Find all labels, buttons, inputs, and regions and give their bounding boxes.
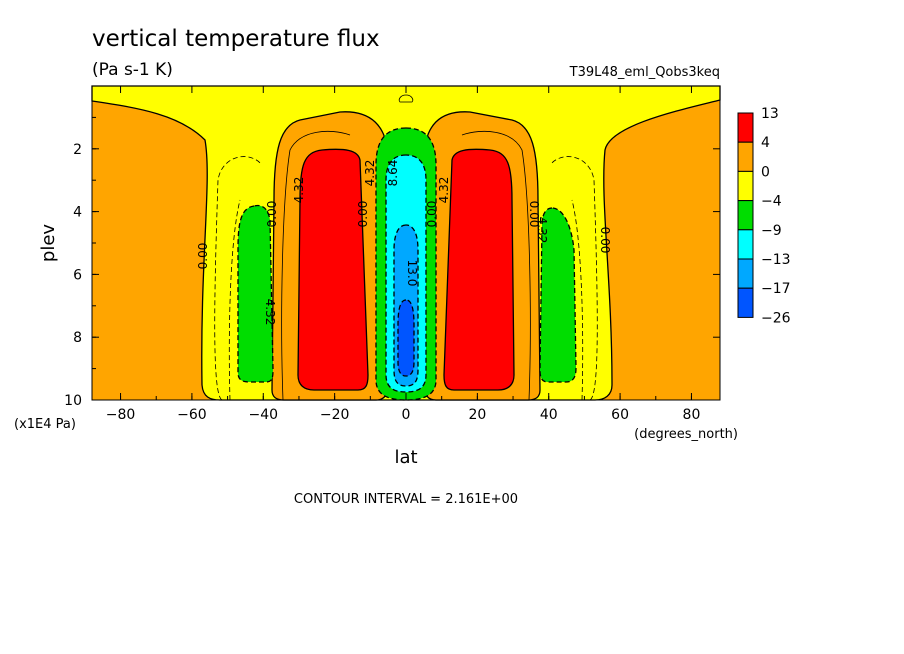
contour-label: 4.32 [535,217,549,244]
contour-interval: CONTOUR INTERVAL = 2.161E+00 [294,492,518,507]
contour-label: 8.64 [386,160,400,187]
x-tick-label: 0 [402,407,411,423]
contour-label: 4.32 [292,177,306,204]
colorbar-label: 0 [761,164,770,180]
contour-label: 13.0 [405,260,419,287]
colorbar-swatch [737,141,754,172]
contour-label: 0.00 [356,201,370,228]
colorbar-label: −17 [761,281,791,297]
contour-label: 0.00 [527,201,541,228]
y-tick-label: 2 [73,142,82,158]
contour-label: 4.32 [437,177,451,204]
contour-label: 0.00 [196,243,210,270]
contour-label: 0.00 [598,227,612,254]
contour-line [281,130,351,401]
contour-line [398,94,414,103]
y-axis: 2 4 6 8 10 [64,116,720,409]
colorbar-swatch [737,287,754,318]
x-tick-label: 60 [611,407,629,423]
x-tick-label: 40 [540,407,558,423]
colorbar: 13 4 0 −4 −9 −13 −17 −26 [737,106,791,326]
contour-line [461,130,531,401]
contour-line [214,156,263,401]
x-axis: −80 −60 −40 −20 0 20 40 60 80 [106,86,701,423]
chart-title: vertical temperature flux [92,26,380,52]
contour-label: 4.32 [263,299,277,326]
y-axis-units: (x1E4 Pa) [14,417,76,432]
x-tick-label: 80 [683,407,701,423]
y-axis-label: plev [38,224,59,263]
colorbar-label: 4 [761,135,770,151]
plot-area [91,85,721,401]
x-axis-label: lat [394,447,417,468]
contour-lines [214,94,598,401]
contour-label: 0.00 [265,201,279,228]
region-negative-mid-south [237,204,274,383]
region-positive-strong-north [443,148,515,391]
region-positive-strong-south [297,148,369,391]
x-tick-label: −80 [106,407,136,423]
region-negative-mid-north [539,207,577,383]
y-tick-label: 6 [73,267,82,283]
y-tick-label: 4 [73,205,82,221]
x-tick-label: −40 [248,407,278,423]
contour-labels: 0.000.004.320.004.32 8.6413.00.004.320.00… [196,160,612,326]
experiment-label: T39L48_eml_Qobs3keq [569,65,720,80]
colorbar-label: −13 [761,252,791,268]
contour-line [549,156,598,401]
colorbar-label: −4 [761,194,782,210]
contour-line [228,199,241,401]
y-tick-label: 8 [73,330,82,346]
region-negative-tropical-core [397,299,415,377]
contour-line [571,199,584,401]
colorbar-label: −26 [761,310,791,326]
colorbar-swatch [737,112,754,143]
x-tick-label: −60 [177,407,207,423]
contour-label: 4.32 [363,160,377,187]
colorbar-label: 13 [761,106,779,122]
x-tick-label: 20 [468,407,486,423]
x-axis-units: (degrees_north) [634,427,738,442]
colorbar-label: −9 [761,223,782,239]
colorbar-swatch [737,200,754,231]
colorbar-swatch [737,229,754,260]
y-tick-label: 10 [64,393,82,409]
x-tick-label: −20 [320,407,350,423]
chart-units: (Pa s-1 K) [92,60,173,80]
colorbar-swatch [737,170,754,202]
contour-label: 0.00 [425,201,439,228]
colorbar-swatch [737,258,754,289]
